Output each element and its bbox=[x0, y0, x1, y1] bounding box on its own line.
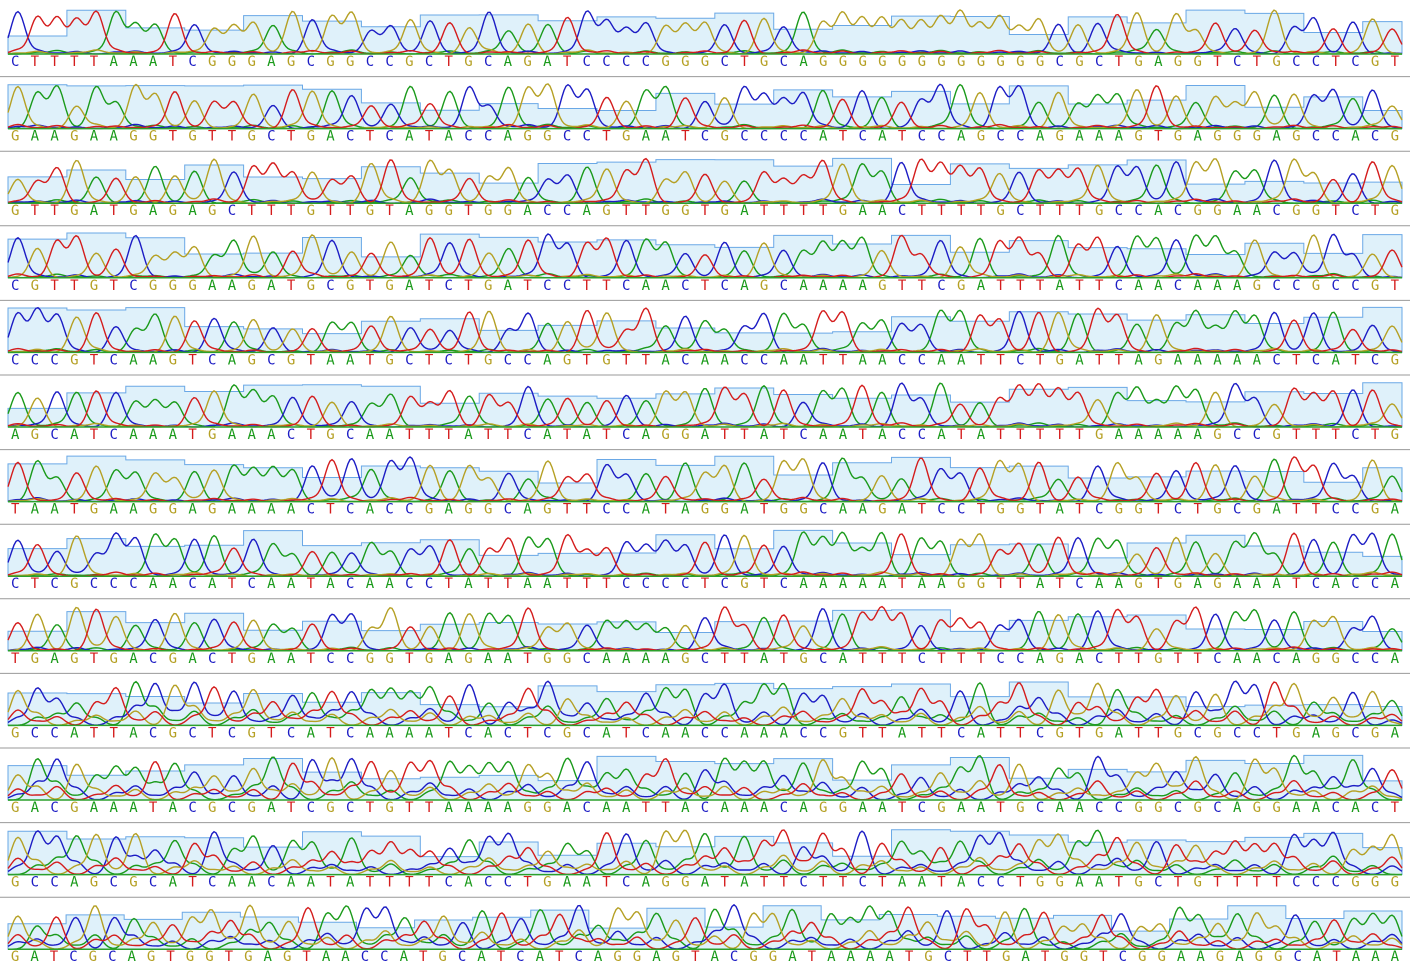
trace bbox=[7, 682, 1403, 726]
trace bbox=[7, 310, 1403, 353]
trace bbox=[7, 157, 1403, 204]
trace bbox=[7, 9, 1403, 55]
trace bbox=[7, 456, 1403, 503]
trace bbox=[7, 83, 1403, 130]
trace bbox=[7, 903, 1403, 950]
trace bbox=[7, 382, 1402, 428]
trace bbox=[7, 84, 1403, 130]
quality-bars bbox=[7, 609, 1403, 652]
trace bbox=[7, 233, 1403, 279]
trace bbox=[7, 904, 1403, 950]
trace bbox=[7, 680, 1403, 726]
trace bbox=[7, 382, 1403, 428]
trace bbox=[7, 234, 1403, 279]
quality-bars bbox=[7, 84, 1403, 130]
trace bbox=[7, 532, 1403, 577]
trace bbox=[7, 158, 1403, 204]
quality-bars bbox=[7, 529, 1403, 577]
quality-bars bbox=[7, 382, 1403, 428]
trace bbox=[7, 755, 1403, 801]
trace bbox=[7, 755, 1403, 801]
trace bbox=[7, 681, 1403, 726]
trace bbox=[7, 906, 1403, 950]
trace bbox=[7, 605, 1403, 652]
trace bbox=[7, 830, 1403, 875]
quality-bars bbox=[7, 455, 1403, 503]
trace bbox=[7, 307, 1403, 353]
trace bbox=[7, 533, 1403, 577]
trace bbox=[7, 10, 1403, 55]
quality-bars bbox=[7, 306, 1403, 353]
quality-bars bbox=[7, 681, 1403, 726]
trace bbox=[8, 680, 1403, 727]
trace bbox=[8, 309, 1402, 354]
trace bbox=[7, 829, 1403, 875]
trace bbox=[7, 389, 1403, 428]
trace bbox=[7, 829, 1403, 876]
trace bbox=[8, 754, 1402, 801]
quality-bars bbox=[7, 9, 1403, 55]
trace bbox=[7, 606, 1403, 652]
trace bbox=[7, 757, 1403, 801]
